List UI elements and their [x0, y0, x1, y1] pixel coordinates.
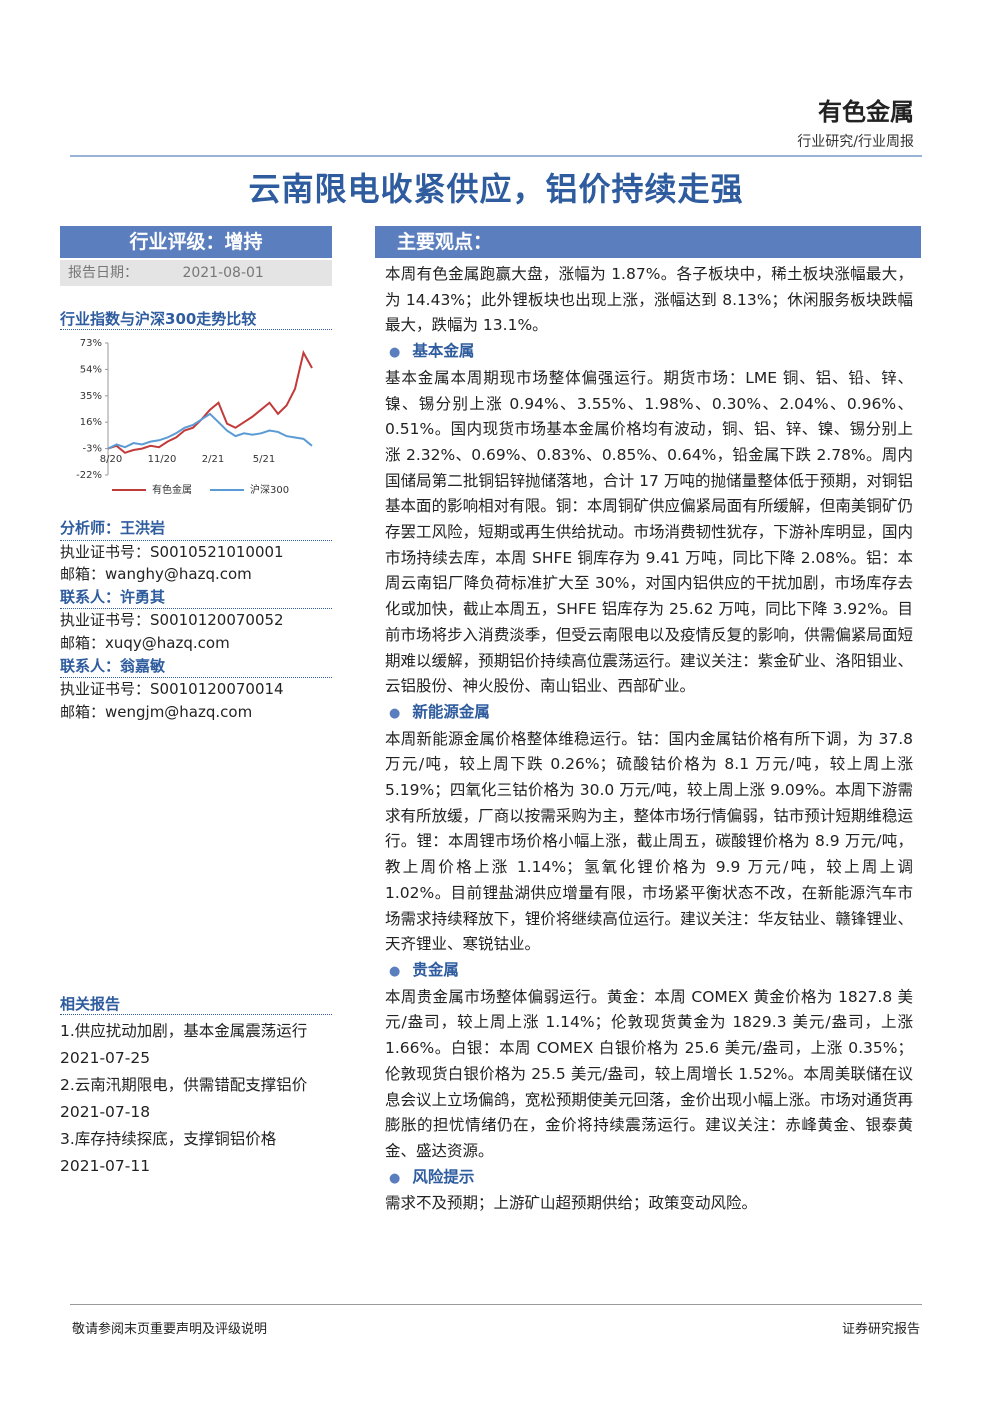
- y-tick-label: -22%: [76, 470, 102, 481]
- y-tick-label: 16%: [80, 417, 102, 428]
- x-tick-label: 11/20: [148, 454, 177, 465]
- contact-email: 邮箱：wanghy@hazq.com: [60, 565, 252, 584]
- chart-title: 行业指数与沪深300走势比较: [60, 308, 332, 330]
- main-heading: 主要观点：: [375, 226, 921, 258]
- contact-role: 联系人：许勇其: [60, 586, 332, 610]
- contact-role: 联系人：翁嘉敏: [60, 655, 332, 679]
- y-tick-label: 73%: [80, 338, 102, 349]
- related-title: 相关报告: [60, 993, 332, 1015]
- series-line: [107, 349, 313, 454]
- y-tick-label: -3%: [83, 444, 102, 455]
- legend-label: 有色金属: [152, 483, 192, 496]
- x-tick-label: 8/20: [100, 454, 122, 465]
- section-title: 基本金属: [385, 339, 913, 366]
- related-title: 1.供应扰动加剧，基本金属震荡运行: [60, 1022, 308, 1040]
- x-tick-label: 5/21: [253, 454, 275, 465]
- report-category: 行业研究/行业周报: [797, 134, 914, 150]
- related-list: 1.供应扰动加剧，基本金属震荡运行 2021-07-25 2.云南汛期限电，供需错配…: [60, 1018, 332, 1180]
- contact-cert: 执业证书号：S0010120070052: [60, 611, 284, 630]
- footer-rule: [70, 1304, 922, 1305]
- footer-right: 证券研究报告: [841, 1322, 920, 1337]
- contact-role: 分析师：王洪岩: [60, 517, 332, 541]
- section-text: 本周贵金属市场整体偏弱运行。黄金：本周 COMEX 黄金价格为 1827.8 美…: [385, 987, 913, 1160]
- footer-left: 敬请参阅末页重要声明及评级说明: [72, 1322, 268, 1337]
- header-rule: [70, 155, 922, 157]
- related-date: 2021-07-11: [60, 1157, 151, 1175]
- section-text: 本周新能源金属价格整体维稳运行。钴：国内金属钴价格有所下调，为 37.8 万元/…: [385, 729, 913, 954]
- legend-label: 沪深300: [250, 483, 289, 496]
- section-title: 风险提示: [385, 1165, 913, 1192]
- y-tick-label: 35%: [80, 391, 102, 402]
- date-row: 报告日期： 2021-08-01: [60, 260, 332, 286]
- section-text: 基本金属本周期现市场整体偏强运行。期货市场：LME 铜、铝、铅、锌、镍、锡分别上…: [385, 368, 913, 696]
- section-title: 新能源金属: [385, 700, 913, 727]
- date: 2021-08-01: [182, 265, 264, 281]
- related-date: 2021-07-25: [60, 1049, 151, 1067]
- contacts: 分析师：王洪岩 执业证书号：S0010521010001 邮箱：wanghy@haz…: [60, 517, 332, 723]
- sector: 有色金属: [818, 98, 914, 126]
- related-title: 2.云南汛期限电，供需错配支撑铝价: [60, 1076, 308, 1094]
- contact-cert: 执业证书号：S0010120070014: [60, 680, 284, 699]
- contact-email: 邮箱：xuqy@hazq.com: [60, 633, 230, 652]
- series-line: [107, 412, 313, 450]
- main-text: 本周有色金属跑赢大盘，涨幅为 1.87%。各子板块中，稀土板块涨幅最大，为 14…: [385, 262, 913, 1217]
- rating: 行业评级：增持: [60, 226, 332, 258]
- x-tick-label: 2/21: [202, 454, 224, 465]
- summary: 本周有色金属跑赢大盘，涨幅为 1.87%。各子板块中，稀土板块涨幅最大，为 14…: [385, 265, 913, 335]
- date-label: 报告日期：: [68, 265, 138, 281]
- report-title: 云南限电收紧供应，铝价持续走强: [248, 170, 744, 208]
- section-text: 需求不及预期；上游矿山超预期供给；政策变动风险。: [385, 1194, 758, 1213]
- related-date: 2021-07-18: [60, 1103, 151, 1121]
- chart: -22% -3% 16% 35% 54% 73% 8/20 11/20 2/21 5/21 有色金属…: [76, 338, 313, 496]
- related-title: 3.库存持续探底，支撑铜铝价格: [60, 1130, 277, 1148]
- contact-email: 邮箱：wengjm@hazq.com: [60, 702, 253, 721]
- y-tick-label: 54%: [80, 364, 102, 375]
- contact-cert: 执业证书号：S0010521010001: [60, 542, 284, 561]
- section-title: 贵金属: [385, 958, 913, 985]
